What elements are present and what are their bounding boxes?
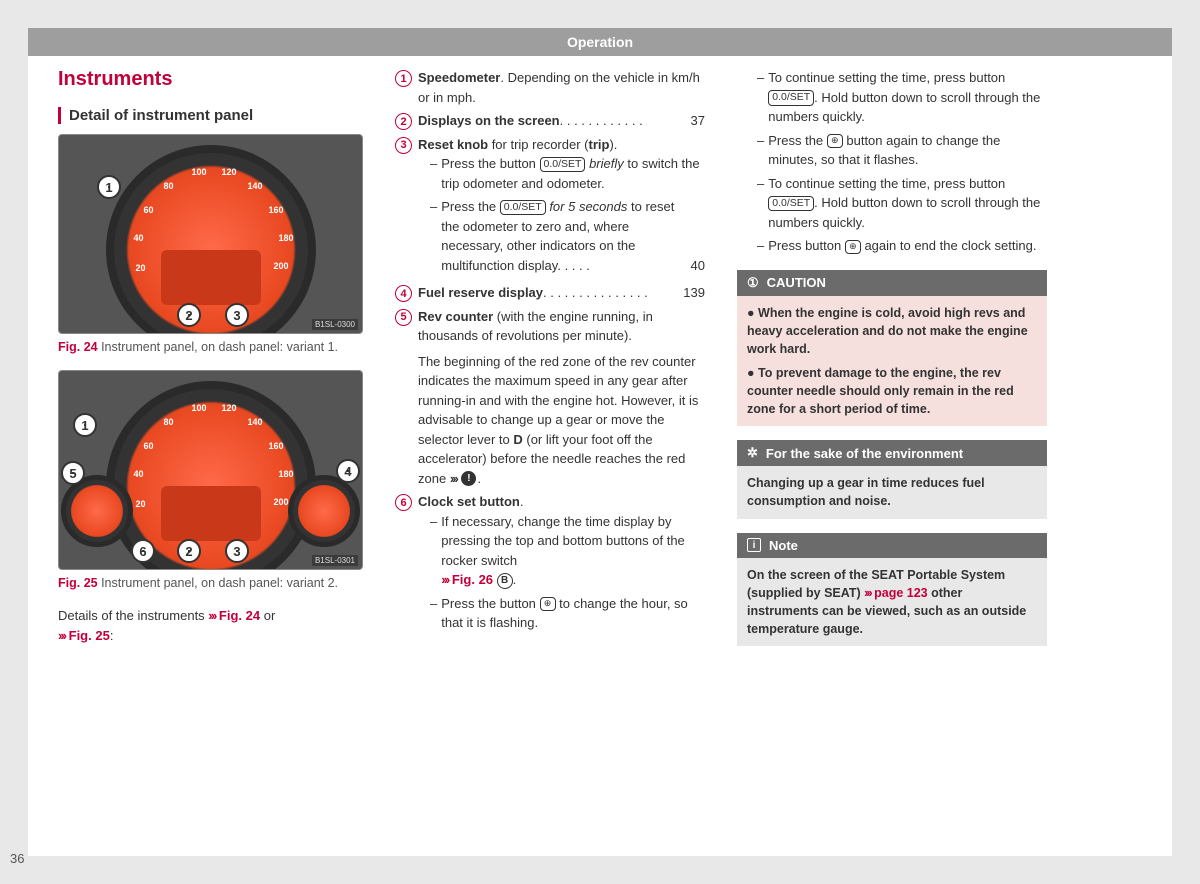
caution-body: ● When the engine is cold, avoid high re… <box>737 296 1047 427</box>
callout-2: 2 <box>177 539 201 563</box>
page-ref: 40 <box>691 256 705 276</box>
dash-item: Press the button 0.0/SET briefly to swit… <box>430 154 705 193</box>
gauge-display-icon <box>161 486 261 541</box>
figure-code: B1SL-0301 <box>312 555 358 566</box>
number-circle-icon: 6 <box>395 494 412 511</box>
fuel-gauge-icon <box>288 475 360 547</box>
dash-item: To continue setting the time, press butt… <box>757 174 1047 233</box>
list-item-3: 3 Reset knob for trip recorder (trip). P… <box>395 135 705 280</box>
dash-item: Press the button ⊕ to change the hour, s… <box>430 594 705 633</box>
list-item-4: 4 Fuel reserve display. . . . . . . . . … <box>395 283 705 303</box>
info-icon: i <box>747 538 761 552</box>
page-ref: 139 <box>683 283 705 303</box>
list-item-5: 5 Rev counter (with the engine running, … <box>395 307 705 489</box>
callout-3: 3 <box>225 303 249 327</box>
chevron-icon <box>58 628 65 643</box>
callout-4: 4 <box>336 459 360 483</box>
column-2: 1 Speedometer. Depending on the vehicle … <box>395 68 705 660</box>
dash-list: To continue setting the time, press butt… <box>757 68 1047 256</box>
button-label-icon: 0.0/SET <box>768 90 814 106</box>
clock-button-icon: ⊕ <box>827 134 843 148</box>
dash-item: To continue setting the time, press butt… <box>757 68 1047 127</box>
fig-ref: Fig. 24 <box>219 608 260 623</box>
page-ref: page 123 <box>874 586 928 600</box>
fig-ref: Fig. 25 <box>69 628 110 643</box>
clock-button-icon: ⊕ <box>845 240 861 254</box>
flower-icon: ✲ <box>747 445 758 461</box>
speedometer-gauge-icon: 20 40 60 80 100 120 140 160 180 200 <box>106 145 316 334</box>
number-circle-icon: 4 <box>395 285 412 302</box>
figure-24: 20 40 60 80 100 120 140 160 180 200 1 2 … <box>58 134 363 334</box>
callout-6: 6 <box>131 539 155 563</box>
dash-item: If necessary, change the time display by… <box>430 512 705 590</box>
number-circle-icon: 3 <box>395 137 412 154</box>
rev-counter-gauge-icon <box>61 475 133 547</box>
number-circle-icon: 1 <box>395 70 412 87</box>
page-number: 36 <box>10 851 24 866</box>
button-label-icon: 0.0/SET <box>500 200 546 216</box>
number-circle-icon: 2 <box>395 113 412 130</box>
details-line: Details of the instruments Fig. 24 or Fi… <box>58 606 363 645</box>
chevron-icon <box>208 608 215 623</box>
page-ref: 37 <box>691 111 705 131</box>
fig-label: Fig. 24 <box>58 340 98 354</box>
section-title: Instruments <box>58 68 363 91</box>
column-3: To continue setting the time, press butt… <box>737 68 1047 660</box>
dash-list: If necessary, change the time display by… <box>430 512 705 633</box>
column-1: Instruments Detail of instrument panel 2… <box>58 68 363 660</box>
dash-item: Press button ⊕ again to end the clock se… <box>757 236 1047 256</box>
figure-code: B1SL-0300 <box>312 319 358 330</box>
callout-1: 1 <box>97 175 121 199</box>
list-item-1: 1 Speedometer. Depending on the vehicle … <box>395 68 705 107</box>
callout-5: 5 <box>61 461 85 485</box>
button-label-icon: 0.0/SET <box>768 196 814 212</box>
note-box: i Note On the screen of the SEAT Portabl… <box>737 533 1047 647</box>
fig-ref: Fig. 26 <box>452 572 493 587</box>
numbered-list: 1 Speedometer. Depending on the vehicle … <box>395 68 705 637</box>
button-label-icon: 0.0/SET <box>540 157 586 173</box>
environment-body: Changing up a gear in time reduces fuel … <box>737 466 1047 518</box>
dash-list: Press the button 0.0/SET briefly to swit… <box>430 154 705 275</box>
dash-item: Press the ⊕ button again to change the m… <box>757 131 1047 170</box>
environment-header: ✲ For the sake of the environment <box>737 440 1047 466</box>
fig-label: Fig. 25 <box>58 576 98 590</box>
subsection-heading: Detail of instrument panel <box>58 107 363 124</box>
figure-25: 20 40 60 80 100 120 140 160 180 200 1 5 … <box>58 370 363 570</box>
chevron-icon <box>450 471 457 486</box>
figure-25-caption: Fig. 25 Instrument panel, on dash panel:… <box>58 574 363 592</box>
list-item-2: 2 Displays on the screen. . . . . . . . … <box>395 111 705 131</box>
figure-24-caption: Fig. 24 Instrument panel, on dash panel:… <box>58 338 363 356</box>
callout-3: 3 <box>225 539 249 563</box>
caution-box: ① CAUTION ● When the engine is cold, avo… <box>737 270 1047 427</box>
caution-header: ① CAUTION <box>737 270 1047 296</box>
clock-button-icon: ⊕ <box>540 597 556 611</box>
letter-circle-icon: B <box>497 573 513 589</box>
chevron-icon <box>864 586 871 600</box>
note-header: i Note <box>737 533 1047 558</box>
header-bar: Operation <box>28 28 1172 56</box>
environment-box: ✲ For the sake of the environment Changi… <box>737 440 1047 518</box>
manual-page: Operation Instruments Detail of instrume… <box>28 28 1172 856</box>
gauge-display-icon <box>161 250 261 305</box>
note-body: On the screen of the SEAT Portable Syste… <box>737 558 1047 647</box>
warning-icon: ! <box>461 471 476 486</box>
number-circle-icon: 5 <box>395 309 412 326</box>
list-item-6: 6 Clock set button. If necessary, change… <box>395 492 705 637</box>
callout-1: 1 <box>73 413 97 437</box>
callout-2: 2 <box>177 303 201 327</box>
content-columns: Instruments Detail of instrument panel 2… <box>58 68 1142 660</box>
caution-icon: ① <box>747 275 759 291</box>
dash-item: Press the 0.0/SET for 5 seconds to reset… <box>430 197 705 275</box>
chevron-icon <box>441 572 448 587</box>
